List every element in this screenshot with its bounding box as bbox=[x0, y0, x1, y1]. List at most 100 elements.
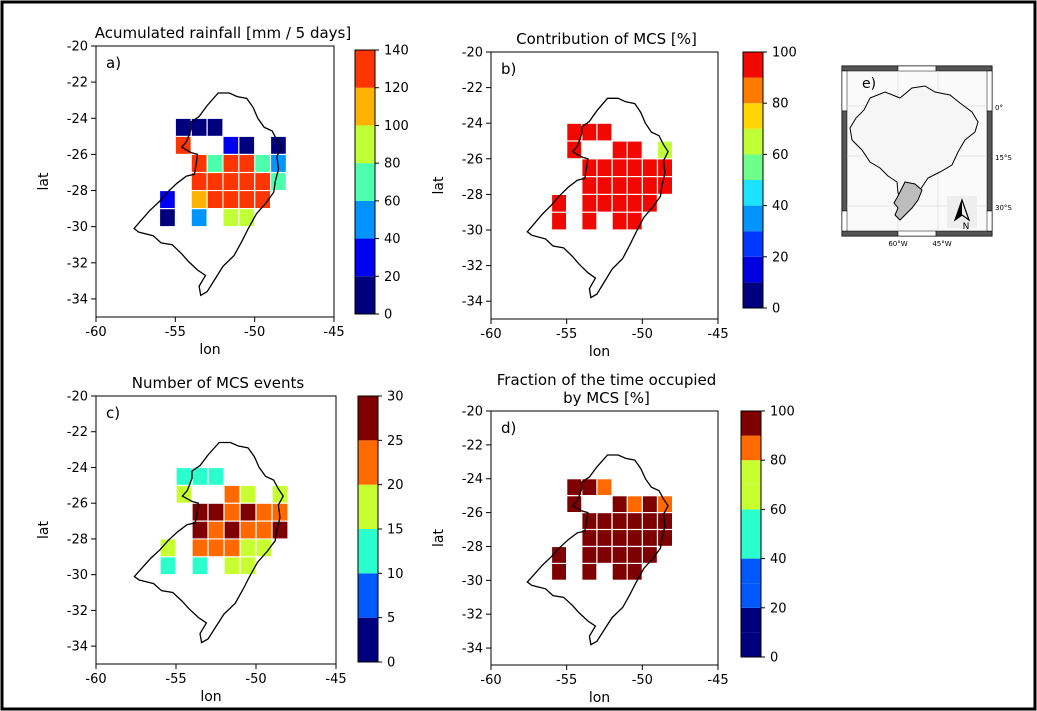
y-tick-label: -26 bbox=[462, 506, 483, 521]
grid-cell bbox=[192, 468, 208, 485]
inset-lat-label: 15°S bbox=[995, 154, 1012, 162]
colorbar-tick-label: 15 bbox=[387, 523, 404, 538]
x-tick-label: -60 bbox=[480, 327, 501, 342]
colorbar-segment bbox=[741, 509, 761, 534]
grid-cell bbox=[612, 547, 627, 563]
y-tick-label: -26 bbox=[462, 152, 483, 167]
grid-cell bbox=[582, 195, 597, 212]
grid-cell bbox=[207, 155, 223, 172]
colorbar-tick-label: 20 bbox=[772, 250, 789, 265]
colorbar-segment bbox=[743, 256, 763, 283]
region-outline bbox=[526, 454, 669, 646]
grid-cell bbox=[272, 485, 288, 503]
inset-border-segment bbox=[841, 110, 848, 212]
grid-cell bbox=[567, 479, 582, 495]
colorbar-tick-label: 120 bbox=[384, 81, 409, 96]
y-tick-label: -30 bbox=[67, 568, 88, 583]
brazil-inset-map: e) 0° 15°S 30°S 60°W 45°W N bbox=[841, 65, 1012, 248]
colorbar-tick-label: 20 bbox=[770, 601, 787, 616]
inset-border-segment bbox=[986, 210, 993, 232]
grid-cell bbox=[658, 513, 672, 529]
y-tick-label: -30 bbox=[462, 224, 483, 239]
y-tick-label: -30 bbox=[462, 574, 483, 589]
grid-cell bbox=[223, 136, 239, 154]
grid-cell bbox=[208, 521, 224, 539]
grid-cell bbox=[627, 141, 642, 159]
grid-cell bbox=[239, 209, 255, 227]
colorbar-tick-label: 100 bbox=[770, 405, 795, 420]
grid-cell bbox=[612, 530, 627, 546]
grid-cell bbox=[627, 530, 642, 546]
grid-cell bbox=[191, 191, 207, 208]
colorbar-segment bbox=[741, 558, 761, 584]
y-tick-label: -34 bbox=[462, 642, 483, 657]
x-tick-label: -55 bbox=[556, 673, 577, 688]
inset-border-segment bbox=[986, 70, 993, 112]
grid-cell bbox=[642, 547, 657, 563]
y-axis-label: lat bbox=[36, 172, 52, 190]
colorbar-frame bbox=[742, 51, 764, 309]
grid-cell bbox=[582, 123, 597, 141]
grid-cell bbox=[582, 159, 597, 176]
grid-cell bbox=[192, 503, 208, 521]
grid-cell bbox=[642, 513, 657, 529]
grid-cell bbox=[223, 209, 239, 227]
colorbar-segment bbox=[743, 103, 763, 129]
grid-cell bbox=[597, 530, 612, 546]
grid-cell bbox=[658, 159, 672, 176]
grid-cell bbox=[192, 557, 208, 575]
grid-cell bbox=[658, 177, 672, 194]
y-tick-label: -20 bbox=[67, 390, 88, 405]
colorbar-tick-label: 20 bbox=[384, 270, 401, 285]
grid-cell bbox=[552, 547, 566, 563]
grid-cell bbox=[239, 173, 255, 190]
y-axis-label: lat bbox=[431, 529, 447, 547]
colorbar-tick-label: 40 bbox=[772, 199, 789, 214]
colorbar-tick-label: 60 bbox=[770, 503, 787, 518]
grid-cell bbox=[582, 513, 597, 529]
colorbar-segment bbox=[743, 180, 763, 206]
panel-d: -60 -55 -50 -45 -34 -32 -30 -28 -26 -24 -22 -20 lon l… bbox=[431, 371, 795, 706]
grid-cell bbox=[627, 177, 642, 194]
colorbar-segment bbox=[358, 396, 378, 441]
chart-title: by MCS [%] bbox=[563, 389, 650, 407]
x-tick-label: -50 bbox=[245, 672, 266, 687]
grid-cell bbox=[224, 557, 240, 575]
y-tick-label: -34 bbox=[67, 640, 88, 655]
grid-cell bbox=[191, 155, 207, 172]
colorbar-tick-label: 80 bbox=[770, 454, 787, 469]
panel-label: c) bbox=[106, 404, 120, 422]
north-arrow-fill bbox=[955, 200, 962, 220]
grid-cell bbox=[612, 212, 627, 230]
grid-cell bbox=[597, 159, 612, 176]
colorbar-segment bbox=[358, 484, 378, 529]
grid-cell bbox=[627, 496, 642, 512]
grid-cell bbox=[272, 521, 288, 539]
colorbar-tick-label: 5 bbox=[387, 611, 395, 626]
x-tick-label: -55 bbox=[165, 672, 186, 687]
colorbar-segment bbox=[355, 50, 375, 88]
colorbar-segment bbox=[358, 529, 378, 574]
panel-label: a) bbox=[106, 54, 121, 72]
colorbar-tick-label: 0 bbox=[387, 656, 395, 671]
grid-cell bbox=[224, 503, 240, 521]
grid-cell bbox=[642, 496, 657, 512]
north-arrow-icon bbox=[947, 196, 977, 228]
grid-cell bbox=[239, 191, 255, 208]
grid-cell bbox=[567, 123, 582, 141]
grid-cell bbox=[642, 530, 657, 546]
inset-border-segment bbox=[897, 230, 937, 237]
brazil-outline bbox=[849, 85, 979, 201]
panel-a: -60 -55 -50 -45 -34 -32 -30 -28 -26 -24 -22 -20 lon l… bbox=[36, 24, 409, 358]
colorbar-frame bbox=[354, 49, 376, 315]
inset-border-segment bbox=[841, 65, 899, 72]
grid-cell bbox=[256, 521, 272, 539]
grid-cell bbox=[176, 468, 192, 485]
colorbar-tick-label: 10 bbox=[387, 567, 404, 582]
x-tick-label: -55 bbox=[556, 327, 577, 342]
colorbar-segment bbox=[355, 125, 375, 164]
inset-border-segment bbox=[935, 65, 993, 72]
grid-cell bbox=[582, 212, 597, 230]
x-tick-label: -50 bbox=[632, 327, 653, 342]
x-axis-label: lon bbox=[589, 344, 610, 360]
